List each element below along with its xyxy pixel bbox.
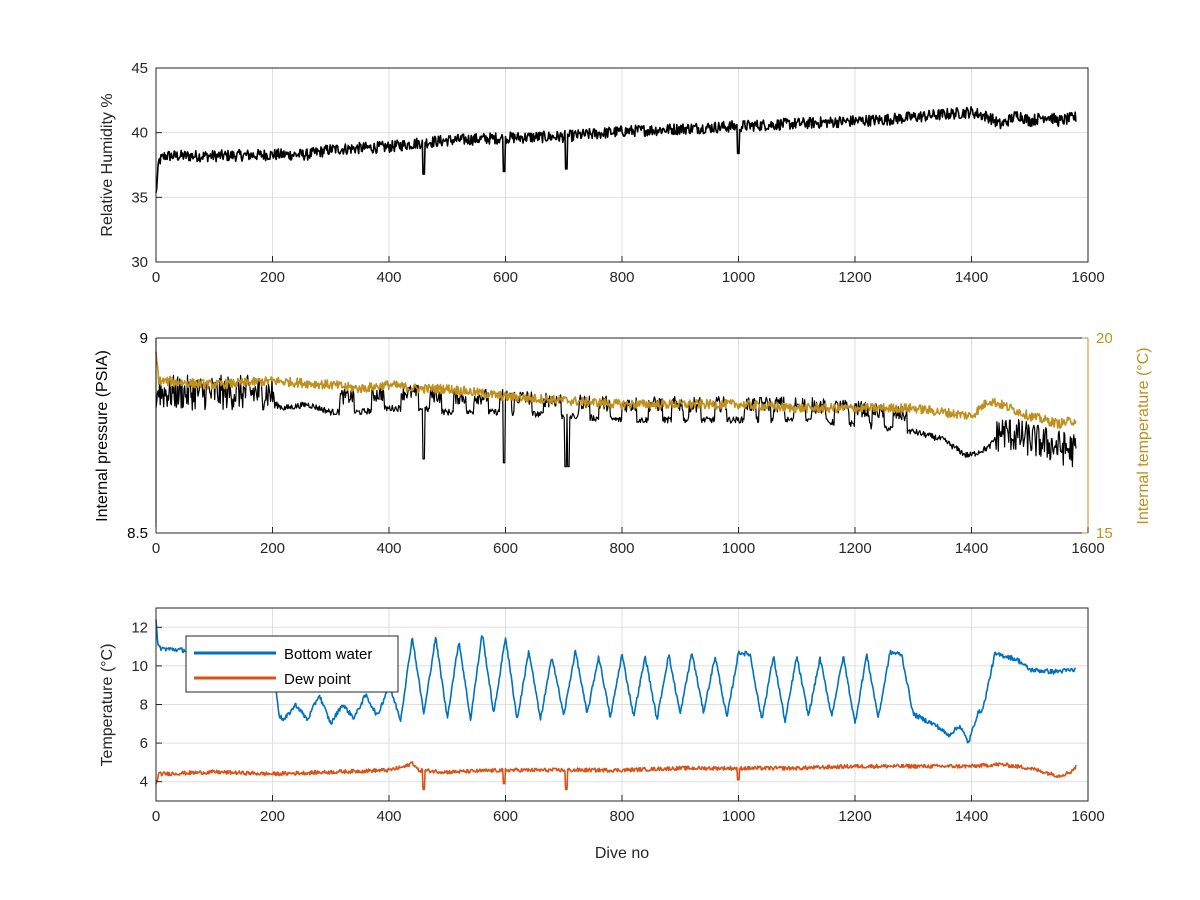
humidity-y-axis-label: Relative Humidity % xyxy=(99,93,116,236)
x-tick-label: 1400 xyxy=(955,808,988,825)
temperature-series xyxy=(155,619,1077,791)
temperature-x-ticks: 0 200 400 600 800 1000 1200 1400 1600 xyxy=(152,795,1105,825)
x-tick-label: 200 xyxy=(260,269,285,286)
series-0-0-line xyxy=(155,106,1077,194)
bottom-water-line xyxy=(155,619,1077,744)
x-tick-label: 200 xyxy=(260,808,285,825)
series-1-1-line xyxy=(155,351,1077,429)
x-tick-label: 0 xyxy=(152,808,160,825)
x-tick-label: 600 xyxy=(493,540,518,557)
x-tick-label: 600 xyxy=(493,808,518,825)
pressure-series xyxy=(155,351,1077,468)
x-tick-label: 1400 xyxy=(955,540,988,557)
temperature-y-ticks: 4 6 8 10 12 xyxy=(131,619,162,791)
temperature-y-axis-label: Temperature (°C) xyxy=(99,644,116,767)
x-tick-label: 400 xyxy=(376,269,401,286)
y-tick-label: 8.5 xyxy=(127,525,148,542)
humidity-y-ticks: 30 35 40 45 xyxy=(131,60,162,271)
humidity-x-ticks: 0 200 400 600 800 1000 1200 1400 1600 xyxy=(152,256,1105,286)
temperature-panel: 0 200 400 600 800 1000 1200 1400 1600 4 6 8 10 12 Te… xyxy=(99,607,1105,862)
series-1-0-line xyxy=(155,374,1077,468)
y-tick-label: 45 xyxy=(131,60,148,77)
x-tick-label: 1000 xyxy=(722,540,755,557)
pressure-y-axis-label: Internal pressure (PSIA) xyxy=(94,350,111,522)
y-tick-label: 30 xyxy=(131,254,148,271)
x-tick-label: 400 xyxy=(376,808,401,825)
humidity-panel: 0 200 400 600 800 1000 1200 1400 1600 30 35 40 45 R… xyxy=(99,60,1105,286)
pressure-y-ticks: 8.59 xyxy=(127,330,162,542)
x-tick-label: 1600 xyxy=(1071,540,1104,557)
x-tick-label: 800 xyxy=(609,269,634,286)
x-tick-label: 200 xyxy=(260,540,285,557)
pressure-x-ticks: 0 200 400 600 800 1000 1200 1400 1600 xyxy=(152,527,1105,557)
y-tick-label: 40 xyxy=(131,125,148,142)
y-tick-label: 12 xyxy=(131,619,148,636)
x-tick-label: 1200 xyxy=(838,540,871,557)
legend-box xyxy=(185,635,399,693)
legend: Bottom water Dew point xyxy=(185,635,399,693)
legend-label-dew-point: Dew point xyxy=(284,671,352,688)
y-tick-label: 10 xyxy=(131,658,148,675)
temperature-y2-axis-label: Internal temperature (°C) xyxy=(1135,347,1152,524)
x-tick-label: 800 xyxy=(609,540,634,557)
x-tick-label: 1200 xyxy=(838,269,871,286)
humidity-series xyxy=(155,106,1077,194)
x-tick-label: 0 xyxy=(152,540,160,557)
x-tick-label: 1600 xyxy=(1071,808,1104,825)
y-tick-label: 35 xyxy=(131,189,148,206)
y-tick-label: 4 xyxy=(140,774,148,791)
x-tick-label: 1000 xyxy=(722,269,755,286)
y-tick-label: 8 xyxy=(140,697,148,714)
x-tick-label: 1600 xyxy=(1071,269,1104,286)
x-tick-label: 800 xyxy=(609,808,634,825)
dew-point-line xyxy=(155,761,1077,791)
x-tick-label: 1200 xyxy=(838,808,871,825)
x-tick-label: 1400 xyxy=(955,269,988,286)
x-tick-label: 600 xyxy=(493,269,518,286)
y-tick-label: 9 xyxy=(140,330,148,347)
pressure-panel: 0 200 400 600 800 1000 1200 1400 1600 8.59 1520 … xyxy=(94,330,1152,557)
x-axis-label: Dive no xyxy=(595,845,649,862)
y2-tick-label: 20 xyxy=(1096,330,1113,347)
x-tick-label: 0 xyxy=(152,269,160,286)
x-tick-label: 400 xyxy=(376,540,401,557)
y2-tick-label: 15 xyxy=(1096,525,1113,542)
x-tick-label: 1000 xyxy=(722,808,755,825)
y-tick-label: 6 xyxy=(140,735,148,752)
legend-label-bottom-water: Bottom water xyxy=(284,646,372,663)
